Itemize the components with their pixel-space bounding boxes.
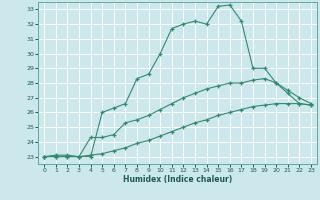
X-axis label: Humidex (Indice chaleur): Humidex (Indice chaleur) — [123, 175, 232, 184]
